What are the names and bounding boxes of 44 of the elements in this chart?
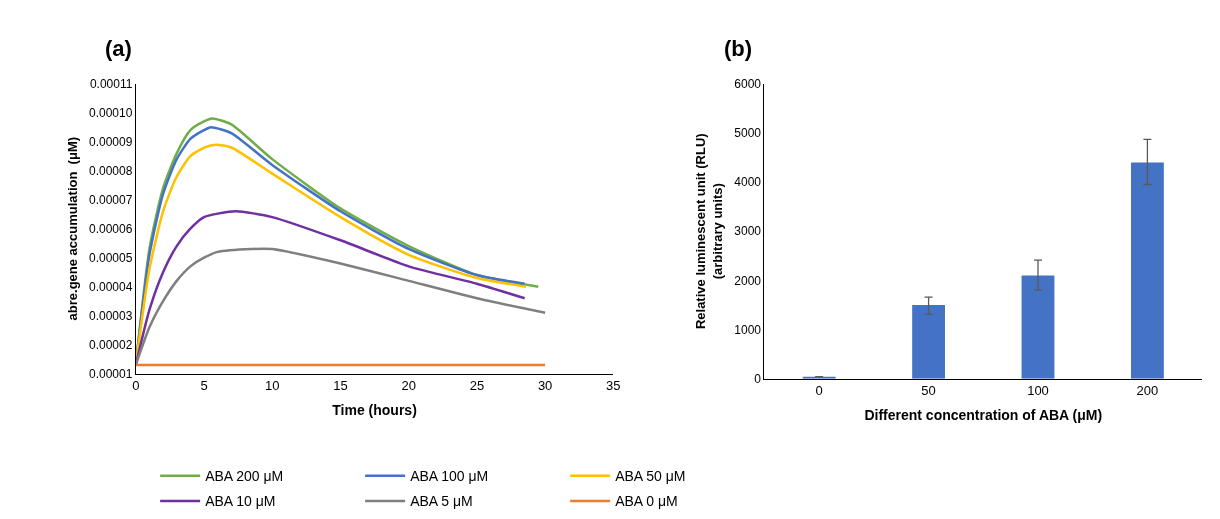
- x-tick-label: 50: [921, 383, 936, 399]
- y-axis-title: Relative luminescent unit (RLU) (arbitrary units): [693, 133, 726, 330]
- x-tick-label: 200: [1136, 383, 1159, 399]
- y-tick-label: 0.00006: [88, 221, 133, 236]
- bar: [912, 304, 945, 379]
- legend-label: ABA 200 μM: [205, 468, 284, 485]
- y-tick-label: 2000: [734, 273, 762, 288]
- y-tick-label: 6000: [734, 76, 762, 91]
- x-axis-title: Time (hours): [332, 401, 417, 418]
- x-tick-label: 15: [333, 378, 348, 394]
- legend-label: ABA 100 μM: [410, 468, 489, 485]
- x-axis-title: Different concentration of ABA (μM): [864, 406, 1103, 423]
- y-tick-label: 0.00002: [88, 337, 133, 352]
- x-tick-label: 30: [537, 378, 553, 394]
- x-tick-label: 5: [200, 378, 208, 394]
- y-tick-label: 0.00004: [88, 279, 133, 294]
- y-tick-label: 4000: [734, 175, 762, 190]
- y-tick-label: 0.00011: [89, 76, 133, 91]
- bar: [1131, 162, 1164, 379]
- bar: [1021, 275, 1055, 379]
- legend-label: ABA 10 μM: [205, 493, 276, 510]
- x-tick-label: 100: [1027, 383, 1049, 399]
- legend-label: ABA 5 μM: [410, 493, 473, 510]
- y-tick-label: 0.00010: [88, 105, 133, 120]
- y-tick-label: 0.00003: [88, 308, 133, 323]
- x-tick-label: 0: [815, 383, 823, 399]
- chart-title: (a): [105, 36, 132, 61]
- y-axis-title: abre.gene accumulation (μM): [64, 136, 80, 321]
- line-series: [135, 247, 547, 367]
- y-tick-label: 0.00007: [88, 192, 133, 207]
- x-tick-label: 35: [606, 378, 621, 394]
- legend-label: ABA 50 μM: [615, 468, 686, 485]
- x-tick-label: 10: [264, 378, 280, 394]
- y-tick-label: 0.00009: [88, 134, 133, 149]
- x-tick-label: 20: [401, 378, 416, 394]
- y-tick-label: 3000: [734, 224, 762, 239]
- x-tick-label: 25: [469, 378, 485, 394]
- legend-label: ABA 0 μM: [615, 493, 678, 510]
- y-tick-label: 0.00001: [88, 366, 133, 381]
- y-tick-label: 0.00008: [88, 163, 133, 178]
- chart-title: (b): [724, 36, 753, 61]
- y-tick-label: 1000: [734, 322, 762, 337]
- y-tick-label: 0.00005: [88, 250, 133, 265]
- y-tick-label: 5000: [734, 126, 762, 141]
